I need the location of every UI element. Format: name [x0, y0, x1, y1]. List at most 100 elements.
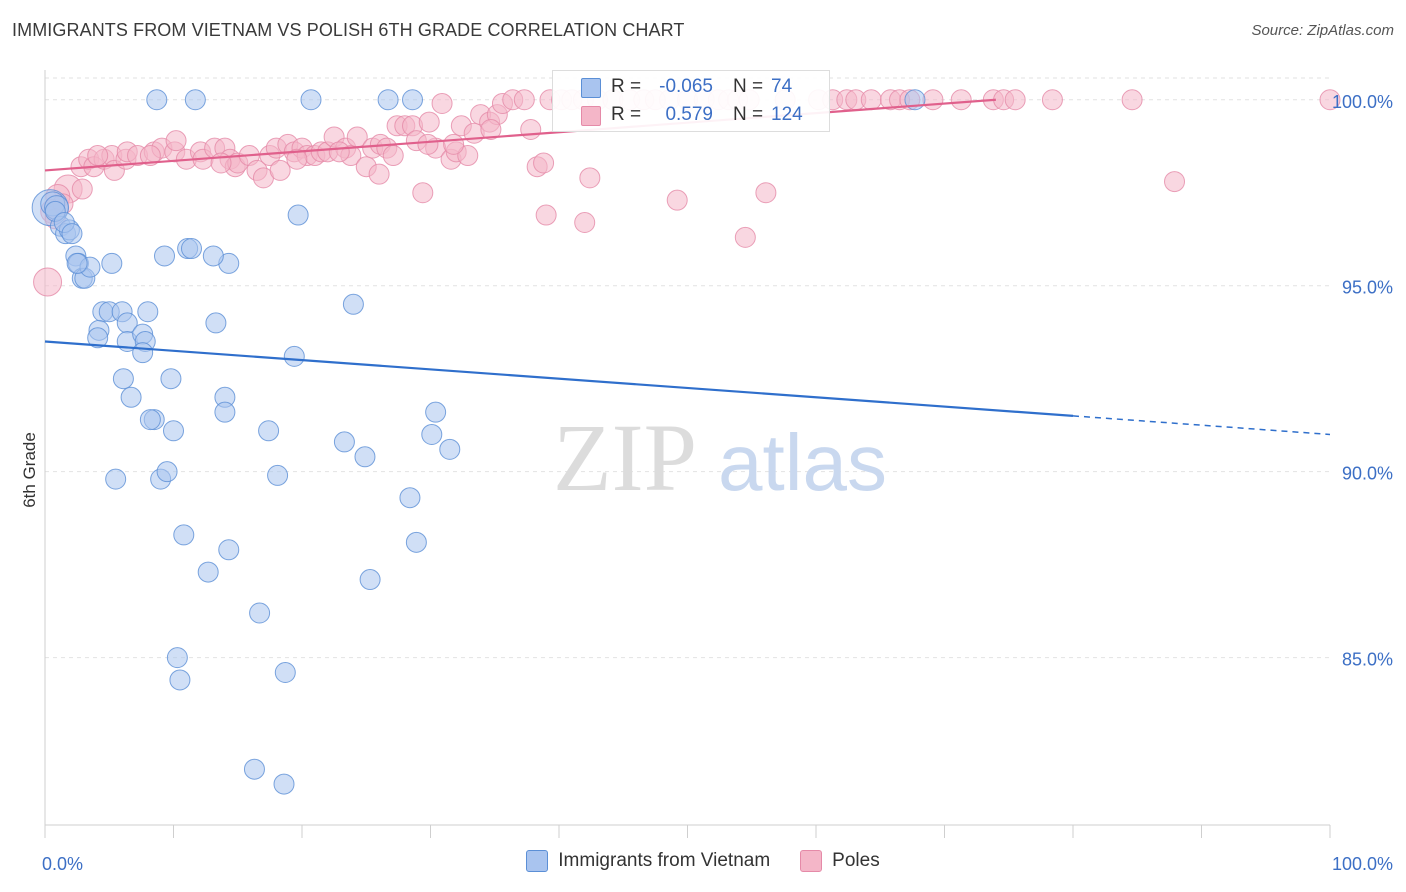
stats-r-value: -0.065: [659, 76, 713, 97]
vietnam-point: [359, 569, 381, 591]
vietnam-point: [169, 669, 191, 691]
stats-n-value: 74: [771, 76, 793, 97]
stats-n-label: N =: [733, 76, 764, 97]
poles-point: [922, 89, 944, 111]
x-tick-labels: 0.0% 100.0%: [42, 854, 1393, 874]
vietnam-point: [249, 602, 271, 624]
vietnam-point: [439, 438, 461, 460]
trend-lines: [44, 98, 1331, 436]
poles-point: [33, 267, 63, 297]
vietnam-point: [377, 89, 399, 111]
vietnam-point: [258, 420, 280, 442]
poles-point: [860, 89, 882, 111]
vietnam-point: [184, 89, 206, 111]
vietnam-point: [163, 420, 184, 442]
vietnam-point: [333, 431, 355, 453]
poles-point: [418, 111, 440, 133]
poles-point: [574, 211, 596, 233]
poles-point: [431, 92, 453, 114]
poles-point: [520, 119, 542, 141]
legend-swatch-vietnam: [526, 850, 549, 872]
poles-point: [734, 226, 756, 248]
y-tick-label: 90.0%: [1342, 464, 1393, 484]
vietnam-point: [274, 662, 296, 684]
poles-point: [480, 119, 502, 141]
vietnam-point: [173, 524, 195, 546]
chart-title: IMMIGRANTS FROM VIETNAM VS POLISH 6TH GR…: [12, 20, 685, 40]
stats-r-value: 0.579: [665, 104, 713, 125]
vietnam-point: [273, 773, 295, 795]
vietnam-point: [421, 423, 443, 445]
vietnam-point: [120, 386, 142, 408]
poles-point: [513, 89, 535, 111]
vietnam-point: [132, 342, 154, 364]
vietnam-point: [87, 327, 109, 349]
vietnam-point: [160, 368, 182, 390]
vietnam-point: [399, 487, 421, 509]
vietnam-points: [31, 89, 926, 795]
poles-point: [382, 145, 404, 167]
vietnam-point: [61, 223, 83, 245]
vietnam-point: [154, 245, 176, 267]
poles-point: [457, 145, 479, 167]
vietnam-point: [214, 401, 236, 423]
poles-point: [87, 145, 109, 167]
poles-point: [139, 145, 161, 167]
legend-item-vietnam[interactable]: Immigrants from Vietnam: [526, 850, 770, 872]
vietnam-trend-extension: [1072, 415, 1331, 436]
legend-label-poles: Poles: [832, 850, 880, 871]
x-tick-label-max: 100.0%: [1332, 854, 1393, 874]
poles-point: [1121, 89, 1143, 111]
vietnam-point: [283, 345, 305, 367]
y-tick-label: 100.0%: [1332, 92, 1393, 112]
poles-point: [579, 167, 601, 189]
vietnam-point: [405, 531, 427, 553]
poles-point: [950, 89, 972, 111]
y-tick-label: 95.0%: [1342, 278, 1393, 298]
vietnam-point: [139, 409, 161, 431]
stats-r-label: R =: [611, 104, 642, 125]
vietnam-point: [101, 252, 123, 274]
poles-point: [286, 148, 308, 170]
vietnam-point: [197, 561, 219, 583]
stats-swatch-vietnam: [581, 78, 601, 98]
vietnam-point: [112, 368, 134, 390]
watermark: ZIP atlas: [553, 404, 887, 511]
y-tick-labels: 85.0% 90.0% 95.0% 100.0%: [1332, 92, 1393, 670]
vietnam-trend-line: [44, 340, 1074, 417]
source-credit: Source: ZipAtlas.com: [1251, 22, 1394, 39]
poles-point: [533, 152, 555, 174]
vietnam-point: [137, 301, 159, 323]
poles-point: [535, 204, 557, 226]
poles-point: [1319, 89, 1341, 111]
stats-swatch-poles: [581, 106, 601, 126]
stats-n-label: N =: [733, 104, 764, 125]
poles-point: [1004, 89, 1026, 111]
stats-box: R = -0.065 N = 74 R = 0.579 N = 124: [552, 70, 830, 132]
poles-point: [165, 130, 187, 152]
poles-point: [269, 159, 291, 181]
poles-point: [71, 178, 93, 200]
legend-item-poles[interactable]: Poles: [800, 850, 880, 872]
watermark-zip: ZIP: [553, 404, 697, 511]
poles-point: [666, 189, 688, 211]
vietnam-point: [218, 539, 240, 561]
legend: Immigrants from Vietnam Poles: [0, 850, 1406, 872]
y-tick-label: 85.0%: [1342, 650, 1393, 670]
vietnam-point: [354, 446, 376, 468]
vietnam-point: [300, 89, 322, 111]
vietnam-point: [166, 647, 188, 669]
vietnam-point: [402, 89, 424, 111]
stats-r-label: R =: [611, 76, 642, 97]
vietnam-point: [287, 204, 309, 226]
vietnam-point: [425, 401, 447, 423]
vietnam-point: [243, 758, 265, 780]
stats-row-poles: R = 0.579 N = 124: [553, 101, 829, 129]
y-axis-label: 6th Grade: [20, 432, 39, 508]
poles-point: [443, 133, 465, 155]
watermark-atlas: atlas: [718, 418, 887, 507]
stats-row-vietnam: R = -0.065 N = 74: [553, 73, 829, 101]
vietnam-point: [66, 252, 88, 274]
poles-point: [368, 163, 390, 185]
